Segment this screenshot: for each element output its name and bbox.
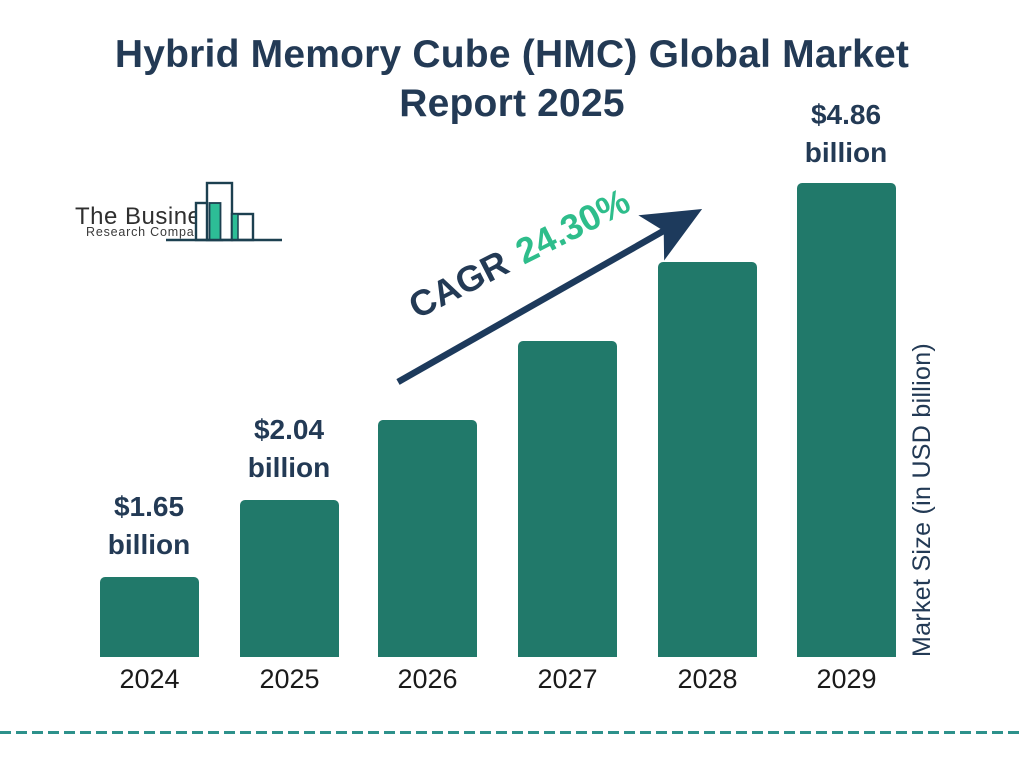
- x-label-2028: 2028: [677, 664, 738, 694]
- value-label-2024: $1.65 billion: [79, 488, 219, 564]
- page-title-line1: Hybrid Memory Cube (HMC) Global Market: [114, 33, 910, 76]
- x-label-2025: 2025: [259, 664, 320, 694]
- value-label-2029: $4.86 billion: [776, 96, 916, 172]
- value-unit-2025: billion: [247, 452, 331, 483]
- bar-2024: [100, 577, 199, 657]
- bar-2025: [240, 500, 339, 657]
- y-axis-title: Market Size (in USD billion): [908, 342, 936, 658]
- value-unit-2024: billion: [107, 529, 191, 560]
- brand-logo: The Business Research Company: [70, 181, 300, 258]
- page-title-line2: Report 2025: [399, 82, 625, 125]
- bar-2028: [658, 262, 757, 657]
- x-label-2024: 2024: [119, 664, 180, 694]
- value-amount-2024: $1.65: [113, 491, 185, 522]
- x-label-2027: 2027: [537, 664, 598, 694]
- bar-2027: [518, 341, 617, 657]
- bar-2026: [378, 420, 477, 657]
- growth-arrow-icon: [396, 208, 703, 385]
- brand-subname: Research Company: [86, 225, 210, 239]
- value-unit-2029: billion: [804, 137, 888, 168]
- bar-2029: [797, 183, 896, 657]
- page-title: Hybrid Memory Cube (HMC) Global Market R…: [0, 30, 1024, 128]
- value-amount-2029: $4.86: [810, 99, 882, 130]
- value-label-2025: $2.04 billion: [219, 411, 359, 487]
- bar-chart-logo-icon: [166, 181, 282, 242]
- x-label-2026: 2026: [397, 664, 458, 694]
- x-label-2029: 2029: [816, 664, 877, 694]
- value-amount-2025: $2.04: [253, 414, 325, 445]
- bottom-dashed-divider: [0, 731, 1024, 734]
